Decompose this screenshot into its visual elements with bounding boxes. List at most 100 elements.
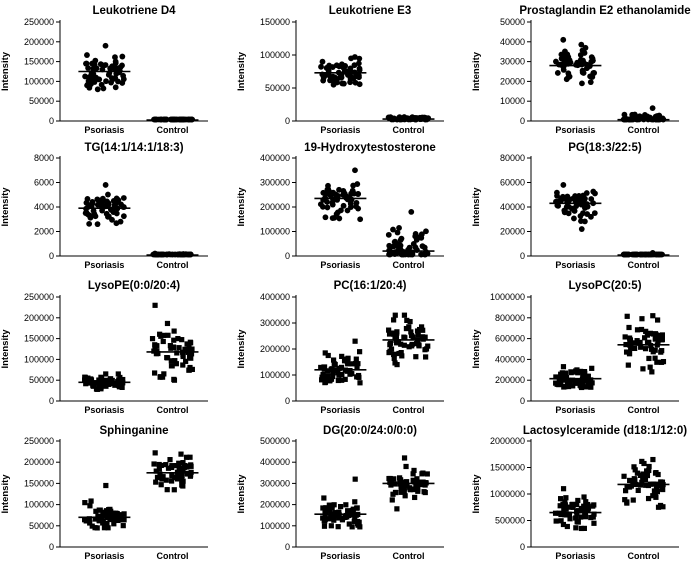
- data-point: [560, 364, 567, 370]
- data-point: [339, 80, 346, 87]
- data-point: [575, 497, 581, 504]
- y-tick-label: 150000: [24, 57, 54, 67]
- data-point: [642, 346, 649, 352]
- panel-12: Lactosylceramide (d18:1/12:0) Intensity 0 5…: [471, 425, 687, 561]
- data-point: [119, 53, 126, 60]
- data-point: [105, 213, 111, 220]
- data-point: [420, 327, 426, 333]
- data-point: [93, 386, 100, 392]
- y-tick-label: 200000: [495, 375, 525, 385]
- data-point: [554, 70, 561, 76]
- data-point: [335, 524, 341, 530]
- data-point: [157, 471, 163, 477]
- data-point: [639, 479, 645, 485]
- data-point: [653, 470, 659, 476]
- y-tick-label: 100000: [260, 227, 290, 237]
- y-axis-label: Intensity: [0, 329, 11, 369]
- y-tick-label: 50000: [29, 96, 54, 106]
- data-point: [416, 343, 422, 349]
- data-point: [336, 512, 342, 518]
- data-point: [320, 515, 326, 521]
- data-point: [587, 79, 594, 86]
- data-point: [401, 312, 408, 318]
- data-point: [82, 374, 88, 380]
- panel-10: Sphinganine Intensity 0 50000 100000 150000 20…: [0, 425, 208, 561]
- x-category-label: Psoriasis: [84, 125, 124, 135]
- data-point: [339, 371, 345, 378]
- data-point: [392, 312, 398, 318]
- chart-title: PG(18:3/22:5): [568, 142, 642, 154]
- data-point: [352, 338, 358, 344]
- data-point: [573, 369, 579, 375]
- chart-title: DG(20:0/24:0/0:0): [323, 425, 417, 437]
- data-point: [623, 488, 629, 494]
- data-point: [418, 231, 425, 238]
- data-point: [330, 373, 336, 380]
- data-point: [88, 72, 94, 79]
- data-point: [86, 220, 93, 227]
- data-point: [171, 376, 177, 382]
- data-point: [390, 226, 396, 233]
- y-tick-label: 30000: [500, 57, 525, 67]
- data-point: [186, 344, 192, 350]
- data-point: [622, 334, 628, 340]
- data-point: [335, 370, 341, 376]
- data-point: [103, 377, 109, 383]
- data-point: [658, 359, 665, 365]
- data-point: [565, 511, 571, 517]
- data-point: [560, 486, 567, 492]
- data-point: [101, 525, 108, 531]
- data-point: [555, 202, 562, 209]
- data-point: [168, 358, 174, 364]
- data-point: [101, 382, 107, 389]
- data-point: [407, 318, 413, 325]
- y-tick-label: 50000: [500, 17, 525, 27]
- data-point: [402, 493, 408, 499]
- x-category-label: Control: [627, 551, 659, 561]
- data-point: [349, 361, 355, 367]
- data-point: [324, 368, 331, 374]
- data-point: [321, 523, 328, 529]
- data-point: [391, 251, 398, 258]
- data-point: [325, 373, 331, 379]
- data-point: [325, 186, 332, 193]
- data-point: [398, 341, 404, 347]
- data-point: [414, 476, 420, 482]
- data-point: [157, 374, 163, 380]
- y-tick-label: 100000: [260, 521, 290, 531]
- data-point: [558, 197, 565, 203]
- data-point: [634, 470, 640, 476]
- y-axis-label: Intensity: [236, 474, 247, 514]
- data-point: [579, 80, 585, 87]
- data-point: [329, 366, 335, 372]
- x-category-label: Psoriasis: [320, 551, 360, 561]
- y-tick-label: 200000: [260, 344, 290, 354]
- y-tick-label: 2000000: [490, 436, 525, 446]
- data-point: [187, 364, 193, 371]
- data-point: [391, 317, 397, 323]
- data-point: [356, 74, 362, 81]
- data-point: [558, 511, 564, 518]
- data-point: [343, 502, 349, 508]
- data-point: [560, 521, 567, 528]
- data-point: [582, 195, 588, 202]
- data-point: [336, 215, 343, 222]
- x-category-label: Control: [156, 405, 188, 415]
- y-axis-label: Intensity: [471, 329, 482, 369]
- data-point: [83, 60, 90, 67]
- data-point: [645, 495, 652, 502]
- data-point: [348, 55, 354, 62]
- data-point: [389, 497, 395, 503]
- data-point: [414, 234, 421, 241]
- data-point: [652, 355, 658, 361]
- data-point: [417, 481, 424, 488]
- y-tick-label: 200000: [260, 500, 290, 510]
- data-point: [355, 361, 361, 367]
- data-point: [554, 192, 560, 199]
- data-point: [409, 343, 415, 349]
- data-point: [113, 210, 120, 217]
- data-point: [638, 326, 645, 333]
- data-point: [423, 346, 430, 352]
- panel-4: TG(14:1/14:1/18:3) Intensity 0 2000 4000 6000…: [0, 142, 208, 270]
- y-tick-label: 50000: [29, 521, 54, 531]
